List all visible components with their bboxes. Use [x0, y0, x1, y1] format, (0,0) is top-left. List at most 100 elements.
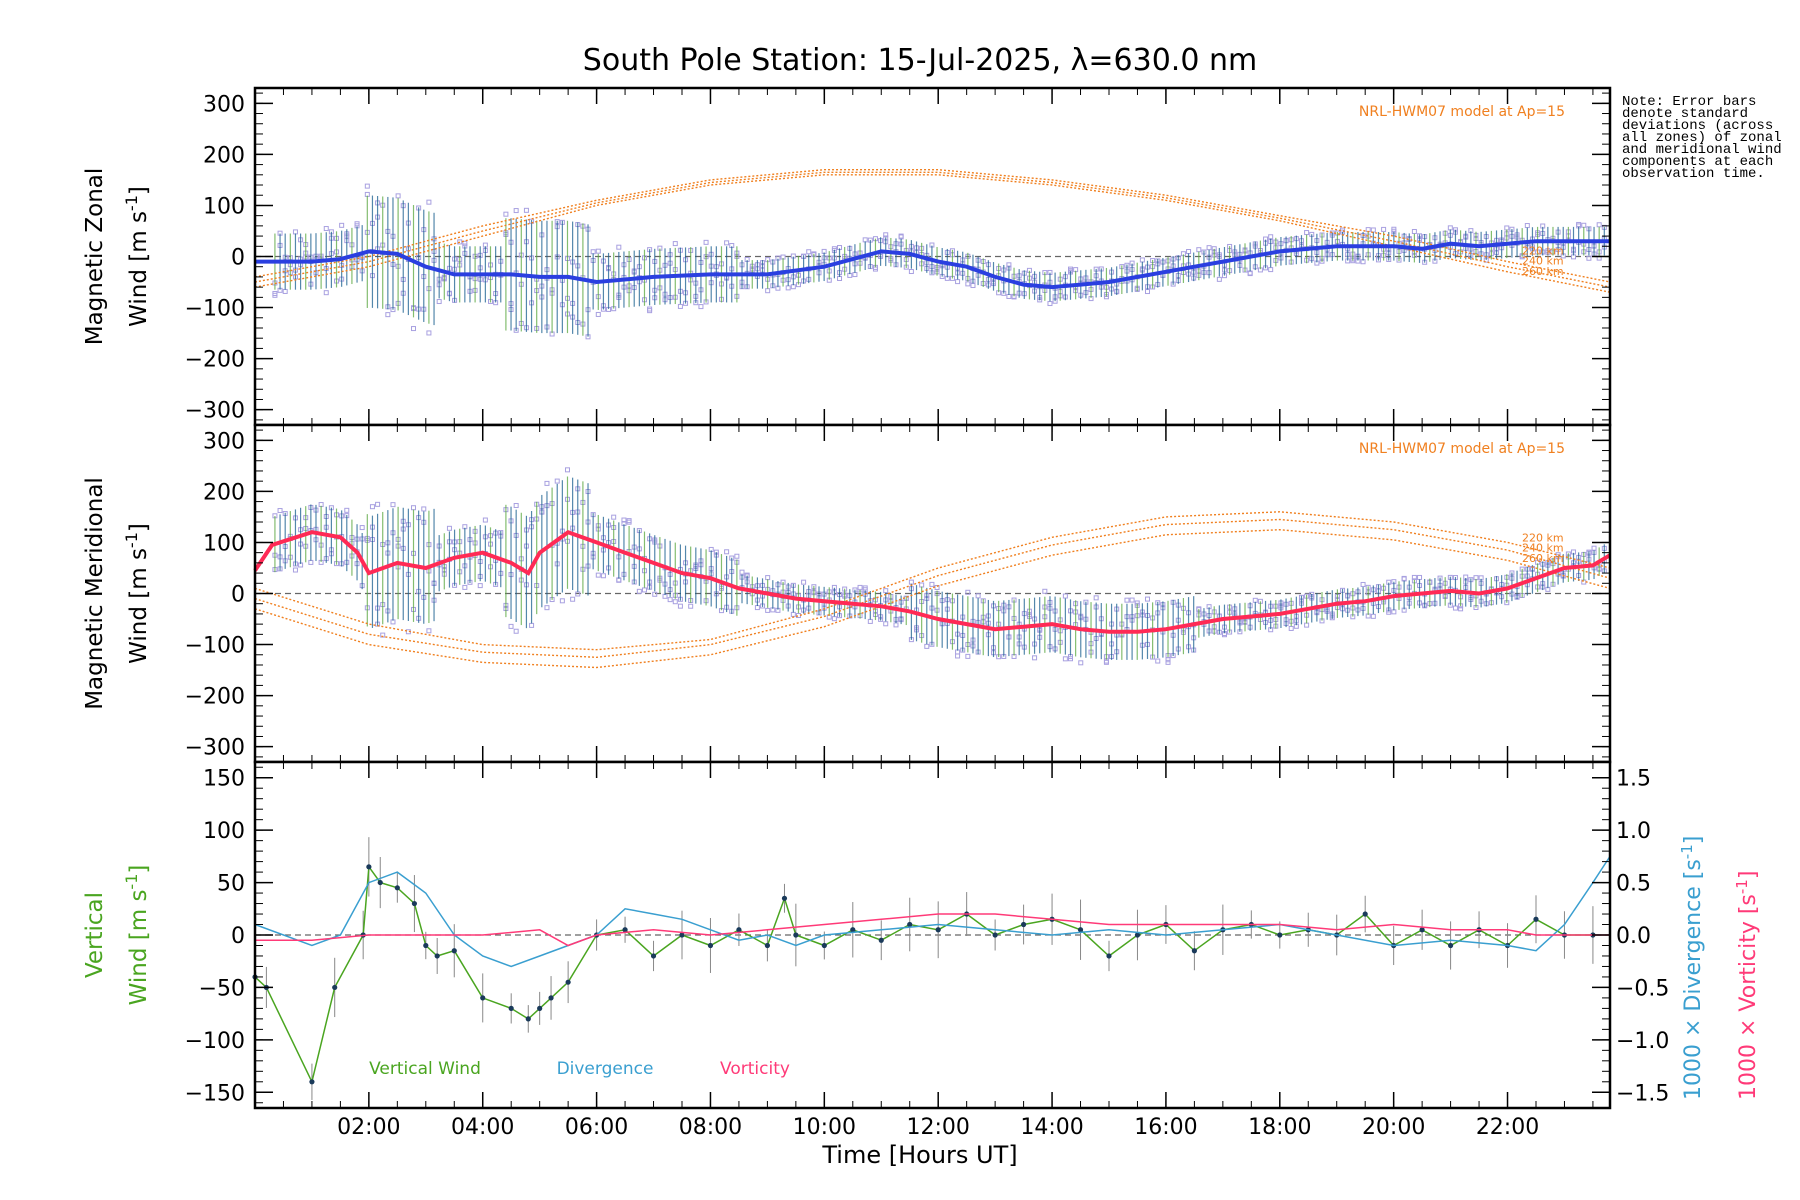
zone-point [421, 506, 427, 512]
model-altitude-label: 260 km [1522, 552, 1564, 565]
zone-point [908, 269, 914, 275]
time-axis: 02:00 04:00 06:00 08:00 10:00 12:00 14:00 16:00… [337, 1115, 1539, 1140]
zone-point [1247, 271, 1253, 277]
zone-point [667, 597, 673, 603]
model-curve [254, 168, 1611, 283]
y-tick-label: 50 [217, 872, 245, 897]
zone-point [703, 239, 709, 245]
vorticity-line [255, 913, 1610, 947]
x-tick-label: 08:00 [679, 1115, 742, 1140]
y-tick-label: 0 [231, 583, 245, 608]
meridional-mean-line [253, 529, 1612, 634]
zone-point [1370, 227, 1376, 233]
zone-point [600, 573, 606, 579]
zone-point [575, 591, 581, 597]
y-tick-label: 0 [231, 246, 245, 271]
x-tick-label: 14:00 [1020, 1115, 1083, 1140]
zone-point [1047, 301, 1053, 307]
vertical-wind-point [764, 942, 770, 949]
zone-point [955, 279, 961, 285]
zone-point [1304, 230, 1310, 236]
y-axis-label-line1: Magnetic Meridional [82, 477, 108, 710]
zone-point [426, 330, 432, 336]
zone-point [1370, 613, 1376, 619]
zone-point [1360, 581, 1366, 587]
vertical-wind-panel: Vertical Wind Divergence Vorticity 1.5 1.0 0.… [82, 760, 1761, 1110]
zone-point [1216, 276, 1222, 282]
zone-point [272, 290, 278, 296]
y-tick-label: −150 [185, 1081, 245, 1106]
model-label: NRL-HWM07 model at Ap=15 [1359, 441, 1565, 457]
y-tick-label: 0 [231, 924, 245, 949]
vertical-wind-point [1277, 932, 1283, 938]
zone-point [970, 283, 976, 289]
vertical-wind-point [309, 1079, 315, 1085]
vertical-wind-point [1020, 921, 1027, 928]
vertical-wind-point [707, 942, 714, 949]
zone-point [323, 226, 329, 232]
x-tick-label: 10:00 [793, 1115, 856, 1140]
zone-point [883, 588, 889, 594]
vertical-wind-point [411, 900, 418, 907]
vertical-wind-point [1191, 948, 1197, 954]
legend-entry: Divergence [557, 1059, 654, 1079]
zone-point [1458, 606, 1464, 612]
zone-point [1078, 660, 1084, 666]
zone-point [385, 312, 391, 318]
vertical-wind-point [1362, 911, 1368, 917]
zone-point [354, 221, 360, 227]
zone-point [339, 222, 345, 228]
zone-point [1144, 289, 1150, 295]
figure-title: South Pole Station: 15-Jul-2025, λ=630.0… [583, 43, 1257, 78]
zone-point [765, 288, 771, 294]
zone-point [1411, 574, 1417, 580]
zone-point [457, 239, 463, 245]
zone-point [323, 290, 329, 296]
zone-point [652, 591, 658, 597]
zone-point [1524, 223, 1530, 229]
vertical-wind-point [821, 942, 827, 949]
divergence-axis-label: 1000 × Divergence [s-1] [1678, 836, 1706, 1100]
zone-point [1391, 226, 1397, 232]
vertical-wind-point [423, 942, 429, 949]
vertical-wind-point [622, 927, 628, 933]
zone-point [647, 308, 653, 314]
vertical-wind-point [548, 995, 554, 1001]
divergence-line [254, 855, 1611, 968]
vertical-wind-point [992, 932, 998, 938]
y-tick-label: −50 [199, 976, 245, 1001]
y-tick-label: −100 [185, 634, 245, 659]
y-axis-label-line1: Vertical [82, 892, 108, 978]
x-axis-label: Time [Hours UT] [821, 1141, 1017, 1169]
zone-point [477, 583, 483, 589]
vertical-wind-point [508, 1005, 514, 1011]
y-tick-label: 100 [203, 819, 245, 844]
zone-point [1452, 605, 1458, 611]
zone-point [1042, 588, 1048, 594]
vertical-wind-point [878, 937, 884, 943]
zone-point [785, 285, 791, 291]
y-tick-label: −300 [185, 736, 245, 761]
y-tick-label: 150 [203, 767, 245, 792]
y2-tick-label: 1.0 [1616, 819, 1651, 844]
zone-point [672, 241, 678, 247]
vertical-wind-point [1533, 916, 1539, 922]
zone-point [1411, 228, 1417, 234]
y-tick-label: −200 [185, 685, 245, 710]
zone-point [595, 248, 601, 254]
zone-point [611, 514, 617, 520]
zone-point [724, 549, 730, 555]
zone-point [446, 525, 452, 531]
zone-point [1596, 222, 1602, 228]
legend-entry: Vorticity [720, 1059, 790, 1079]
zone-point [390, 502, 396, 508]
zone-point [1586, 255, 1592, 261]
zone-point [595, 572, 601, 578]
x-tick-label: 02:00 [337, 1115, 400, 1140]
zone-point [513, 503, 519, 509]
zone-point [426, 628, 432, 634]
zone-point [1165, 659, 1171, 665]
zone-point [1124, 597, 1130, 603]
